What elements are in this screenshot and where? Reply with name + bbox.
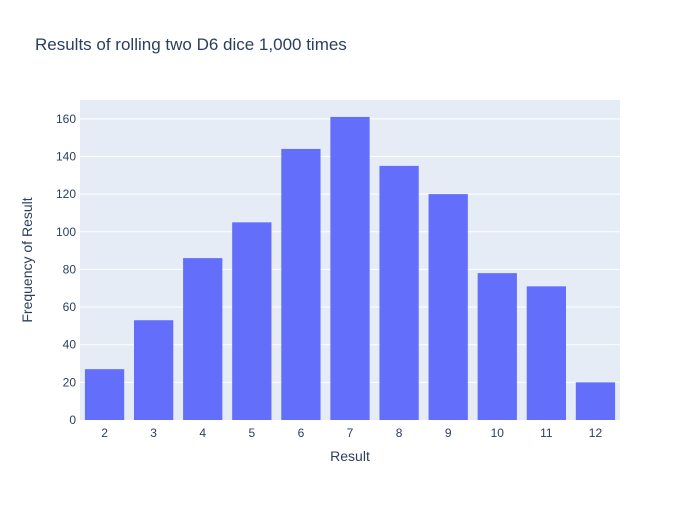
y-axis-title: Frequency of Result bbox=[19, 197, 35, 322]
y-tick-label: 120 bbox=[56, 187, 76, 201]
bar-8[interactable] bbox=[379, 165, 419, 420]
bar-10[interactable] bbox=[477, 273, 517, 420]
x-tick-label: 12 bbox=[589, 426, 603, 440]
x-tick-label: 4 bbox=[199, 426, 206, 440]
x-axis-title: Result bbox=[330, 448, 370, 464]
y-tick-label: 0 bbox=[69, 413, 76, 427]
y-tick-label: 80 bbox=[63, 262, 77, 276]
chart-title: Results of rolling two D6 dice 1,000 tim… bbox=[35, 35, 347, 54]
bar-6[interactable] bbox=[281, 148, 321, 421]
x-tick-label: 6 bbox=[298, 426, 305, 440]
x-tick-label: 8 bbox=[396, 426, 403, 440]
bar-5[interactable] bbox=[232, 222, 272, 420]
y-axis-ticks: 0 20 40 60 80 100 120 140 160 bbox=[56, 112, 76, 427]
bar-3[interactable] bbox=[134, 320, 174, 420]
bar-4[interactable] bbox=[183, 258, 223, 420]
y-tick-label: 60 bbox=[63, 300, 77, 314]
bar-2[interactable] bbox=[84, 369, 125, 420]
x-tick-label: 10 bbox=[491, 426, 505, 440]
x-tick-label: 9 bbox=[445, 426, 452, 440]
x-axis-ticks: 2 3 4 5 6 7 8 9 10 11 12 bbox=[101, 426, 602, 440]
bar-series bbox=[84, 116, 616, 421]
bar-11[interactable] bbox=[526, 286, 566, 420]
y-tick-label: 100 bbox=[56, 225, 76, 239]
x-tick-label: 3 bbox=[150, 426, 157, 440]
x-tick-label: 5 bbox=[248, 426, 255, 440]
x-tick-label: 11 bbox=[540, 426, 553, 440]
y-tick-label: 140 bbox=[56, 149, 76, 163]
x-tick-label: 7 bbox=[347, 426, 354, 440]
bar-12[interactable] bbox=[575, 382, 616, 420]
y-tick-label: 20 bbox=[63, 375, 77, 389]
bar-7[interactable] bbox=[330, 116, 370, 421]
y-tick-label: 40 bbox=[63, 338, 77, 352]
bar-9[interactable] bbox=[428, 194, 468, 420]
y-tick-label: 160 bbox=[56, 112, 76, 126]
x-tick-label: 2 bbox=[101, 426, 108, 440]
